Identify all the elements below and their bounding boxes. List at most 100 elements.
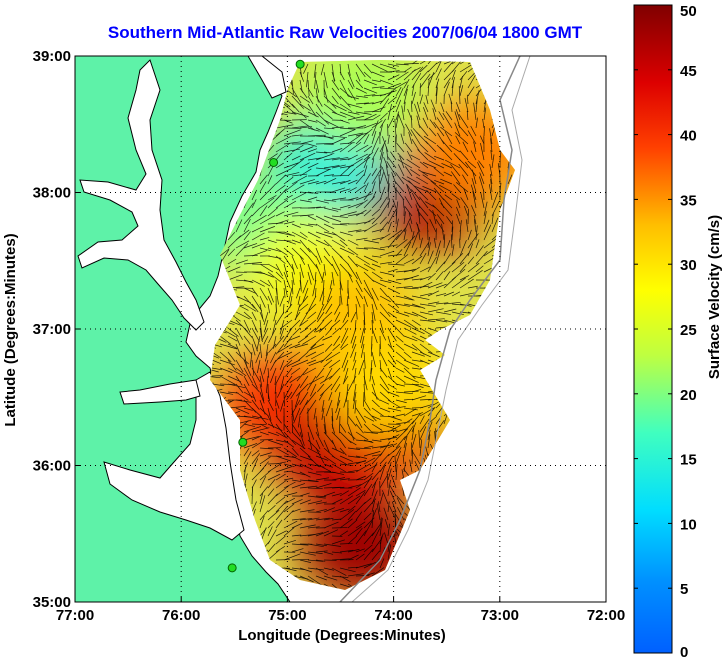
velocity-arrow	[339, 509, 355, 521]
velocity-arrow	[235, 219, 243, 233]
velocity-arrow	[355, 527, 363, 537]
velocity-arrow	[483, 201, 488, 217]
velocity-arrow	[291, 359, 309, 368]
velocity-arrow	[315, 87, 319, 103]
velocity-arrow	[363, 154, 370, 169]
velocity-arrow	[315, 95, 323, 107]
velocity-arrow	[259, 303, 264, 319]
velocity-arrow	[387, 383, 397, 390]
velocity-arrow	[403, 101, 406, 113]
velocity-arrow	[427, 256, 437, 273]
velocity-arrow	[291, 508, 301, 513]
velocity-arrow	[370, 343, 373, 357]
velocity-arrow	[419, 319, 436, 322]
velocity-arrow	[355, 87, 367, 94]
velocity-arrow	[419, 161, 429, 169]
velocity-arrow	[296, 367, 309, 382]
velocity-arrow	[395, 428, 408, 433]
velocity-arrow	[283, 129, 301, 137]
velocity-arrow	[406, 184, 413, 201]
velocity-arrow	[395, 99, 402, 113]
velocity-arrow	[289, 319, 301, 331]
velocity-arrow	[259, 181, 267, 193]
velocity-arrow	[307, 487, 323, 489]
velocity-arrow	[442, 198, 453, 209]
velocity-arrow	[307, 543, 324, 548]
velocity-arrow	[371, 550, 380, 561]
velocity-arrow	[263, 311, 269, 326]
velocity-arrow	[243, 319, 251, 333]
velocity-arrow	[387, 343, 395, 352]
velocity-arrow	[466, 94, 469, 105]
velocity-arrow	[243, 295, 255, 309]
velocity-arrow	[347, 554, 359, 561]
velocity-arrow	[471, 178, 477, 193]
velocity-arrow	[299, 162, 310, 169]
velocity-arrow	[403, 343, 418, 351]
velocity-arrow	[307, 143, 317, 147]
velocity-arrow	[331, 126, 344, 129]
velocity-arrow	[458, 86, 461, 105]
velocity-arrow	[363, 351, 366, 369]
velocity-arrow	[268, 327, 277, 344]
velocity-arrow	[323, 177, 337, 185]
velocity-arrow	[275, 151, 283, 161]
velocity-arrow	[256, 359, 261, 374]
velocity-arrow	[283, 200, 297, 209]
velocity-arrow	[275, 287, 279, 305]
velocity-arrow	[291, 158, 304, 169]
velocity-arrow	[267, 521, 275, 529]
velocity-arrow	[291, 548, 304, 553]
velocity-arrow	[363, 311, 366, 325]
velocity-arrow	[404, 196, 413, 209]
velocity-arrow	[458, 163, 469, 177]
velocity-arrow	[441, 139, 453, 153]
velocity-arrow	[251, 440, 265, 449]
velocity-arrow	[275, 447, 289, 456]
colorbar-tick-label: 50	[680, 3, 697, 20]
velocity-arrow	[319, 383, 333, 397]
velocity-arrow	[251, 415, 269, 420]
velocity-arrow	[283, 172, 300, 177]
velocity-arrow	[411, 60, 422, 65]
velocity-arrow	[307, 551, 323, 554]
velocity-arrow	[227, 231, 236, 241]
velocity-arrow	[480, 142, 485, 161]
velocity-arrow	[251, 303, 259, 313]
velocity-arrow	[299, 463, 313, 470]
velocity-arrow	[310, 383, 317, 397]
velocity-arrow	[307, 239, 317, 246]
velocity-arrow	[267, 478, 276, 489]
velocity-arrow	[396, 497, 405, 513]
velocity-arrow	[416, 176, 429, 185]
velocity-arrow	[259, 287, 268, 301]
velocity-arrow	[270, 351, 277, 364]
velocity-arrow	[371, 500, 375, 513]
velocity-arrow	[355, 563, 372, 569]
velocity-arrow	[307, 567, 324, 571]
velocity-arrow	[243, 451, 252, 465]
velocity-arrow	[490, 178, 493, 193]
velocity-arrow	[416, 101, 421, 113]
velocity-arrow	[283, 148, 301, 153]
velocity-arrow	[403, 407, 418, 411]
velocity-arrow	[347, 535, 357, 545]
velocity-arrow	[331, 239, 346, 248]
velocity-arrow	[291, 534, 302, 537]
velocity-arrow	[251, 287, 259, 297]
velocity-arrow	[323, 247, 331, 257]
velocity-arrow	[459, 70, 468, 81]
velocity-arrow	[395, 111, 400, 121]
velocity-arrow	[331, 197, 347, 201]
velocity-arrow	[475, 245, 484, 257]
velocity-arrow	[396, 143, 405, 153]
velocity-arrow	[259, 226, 275, 233]
velocity-arrow	[419, 70, 429, 81]
velocity-arrow	[291, 239, 301, 244]
velocity-arrow	[387, 523, 391, 537]
velocity-arrow	[324, 343, 333, 352]
velocity-arrow	[227, 327, 239, 337]
velocity-arrow	[259, 295, 266, 308]
velocity-arrow	[347, 487, 361, 497]
velocity-arrow	[395, 81, 407, 89]
